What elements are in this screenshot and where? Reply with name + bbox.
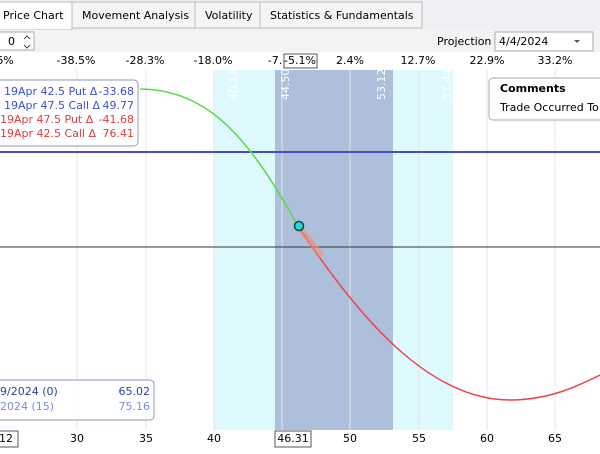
bottom-axis-label: 35 — [139, 432, 153, 445]
legend-value: 49.77 — [103, 99, 135, 112]
top-axis-label: 12.7% — [401, 54, 436, 67]
tab[interactable] — [194, 1, 261, 29]
legend-value: 76.41 — [103, 127, 135, 140]
summary-box — [0, 379, 155, 421]
top-axis-labels: 6% -38.5% -28.3% -18.0% -7. -5.1% 2.4% 1… — [0, 53, 573, 69]
highlight — [295, 224, 325, 258]
legend-label: 19Apr 42.5 Put Δ — [4, 85, 98, 98]
top-axis-label: -7. — [268, 54, 282, 67]
bottom-axis-label: 60 — [480, 432, 494, 445]
bottom-axis-label: 65 — [548, 432, 562, 445]
curve-green — [139, 88, 299, 227]
projection-label: Projection — [437, 35, 491, 48]
summary-value: 75.16 — [119, 400, 151, 413]
band-label: 57.44 — [441, 69, 454, 101]
top-axis-label: -5.1% — [284, 54, 316, 67]
bottom-axis-label: 30 — [70, 432, 84, 445]
date-input[interactable] — [494, 31, 594, 52]
top-axis-label: 22.9% — [470, 54, 505, 67]
bottom-axis-label: 40 — [207, 432, 221, 445]
comments-title: Comments — [500, 82, 566, 95]
top-axis-label: 2.4% — [336, 54, 364, 67]
legend-label: 19Apr 42.5 Call Δ — [0, 127, 97, 140]
spinner-value[interactable]: 0 — [8, 35, 15, 48]
projection-date[interactable]: 4/4/2024 — [499, 35, 548, 48]
bottom-axis-labels: 12 30 35 40 46.31 50 55 60 65 — [0, 430, 562, 448]
bottom-axis-label: 55 — [412, 432, 426, 445]
top-axis-label: 33.2% — [538, 54, 573, 67]
bottom-axis-label: 12 — [0, 432, 13, 445]
tab[interactable] — [259, 1, 423, 29]
tab-label[interactable]: Price Chart — [3, 9, 64, 22]
tab-label[interactable]: Movement Analysis — [82, 9, 189, 22]
top-axis-label: -18.0% — [194, 54, 233, 67]
left-box — [0, 430, 19, 448]
legend-value: -41.68 — [99, 113, 134, 126]
band-label: 40.18 — [227, 69, 240, 101]
legend-label: 19Apr 47.5 Call Δ — [4, 99, 101, 112]
current-box — [283, 53, 318, 69]
band-labels: 40.18 44.50 53.12 57.44 — [227, 69, 454, 101]
spinner[interactable] — [0, 31, 35, 51]
band-label: 44.50 — [279, 69, 292, 101]
comments-box — [488, 77, 600, 121]
legend-rows: 19Apr 42.5 Put Δ -33.68 19Apr 47.5 Call … — [0, 85, 134, 140]
spinner-arrows[interactable] — [23, 35, 31, 49]
legend-value: -33.68 — [99, 85, 134, 98]
grid — [76, 70, 556, 430]
summary-value: 65.02 — [119, 385, 151, 398]
legend-label: 19Apr 47.5 Put Δ — [0, 113, 94, 126]
current-box — [274, 430, 312, 448]
band-label: 53.12 — [375, 69, 388, 101]
current-marker[interactable] — [293, 220, 305, 232]
inner-band — [275, 70, 393, 430]
bottom-axis-label: 50 — [343, 432, 357, 445]
tab-label[interactable]: Statistics & Fundamentals — [270, 9, 414, 22]
summary-rows: 9/2024 (0) 65.02 2024 (15) 75.16 — [0, 385, 150, 413]
summary-label: 9/2024 (0) — [0, 385, 58, 398]
toolbar — [0, 30, 600, 52]
top-axis-label: 6% — [0, 54, 14, 67]
comments-text: Trade Occurred To — [499, 101, 599, 114]
bottom-axis-label: 46.31 — [277, 432, 309, 445]
dropdown-arrow[interactable] — [574, 40, 580, 43]
summary-label: 2024 (15) — [0, 400, 54, 413]
top-axis-label: -28.3% — [126, 54, 165, 67]
curve-red — [297, 225, 600, 401]
legend — [0, 79, 139, 147]
tab-label[interactable]: Volatility — [205, 9, 253, 22]
top-axis-label: -38.5% — [57, 54, 96, 67]
